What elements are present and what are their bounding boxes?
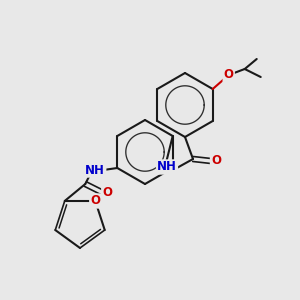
Text: O: O xyxy=(102,185,112,199)
Text: O: O xyxy=(224,68,234,82)
Text: NH: NH xyxy=(157,160,177,173)
Text: O: O xyxy=(211,154,221,167)
Text: O: O xyxy=(90,194,100,208)
Text: NH: NH xyxy=(85,164,105,176)
